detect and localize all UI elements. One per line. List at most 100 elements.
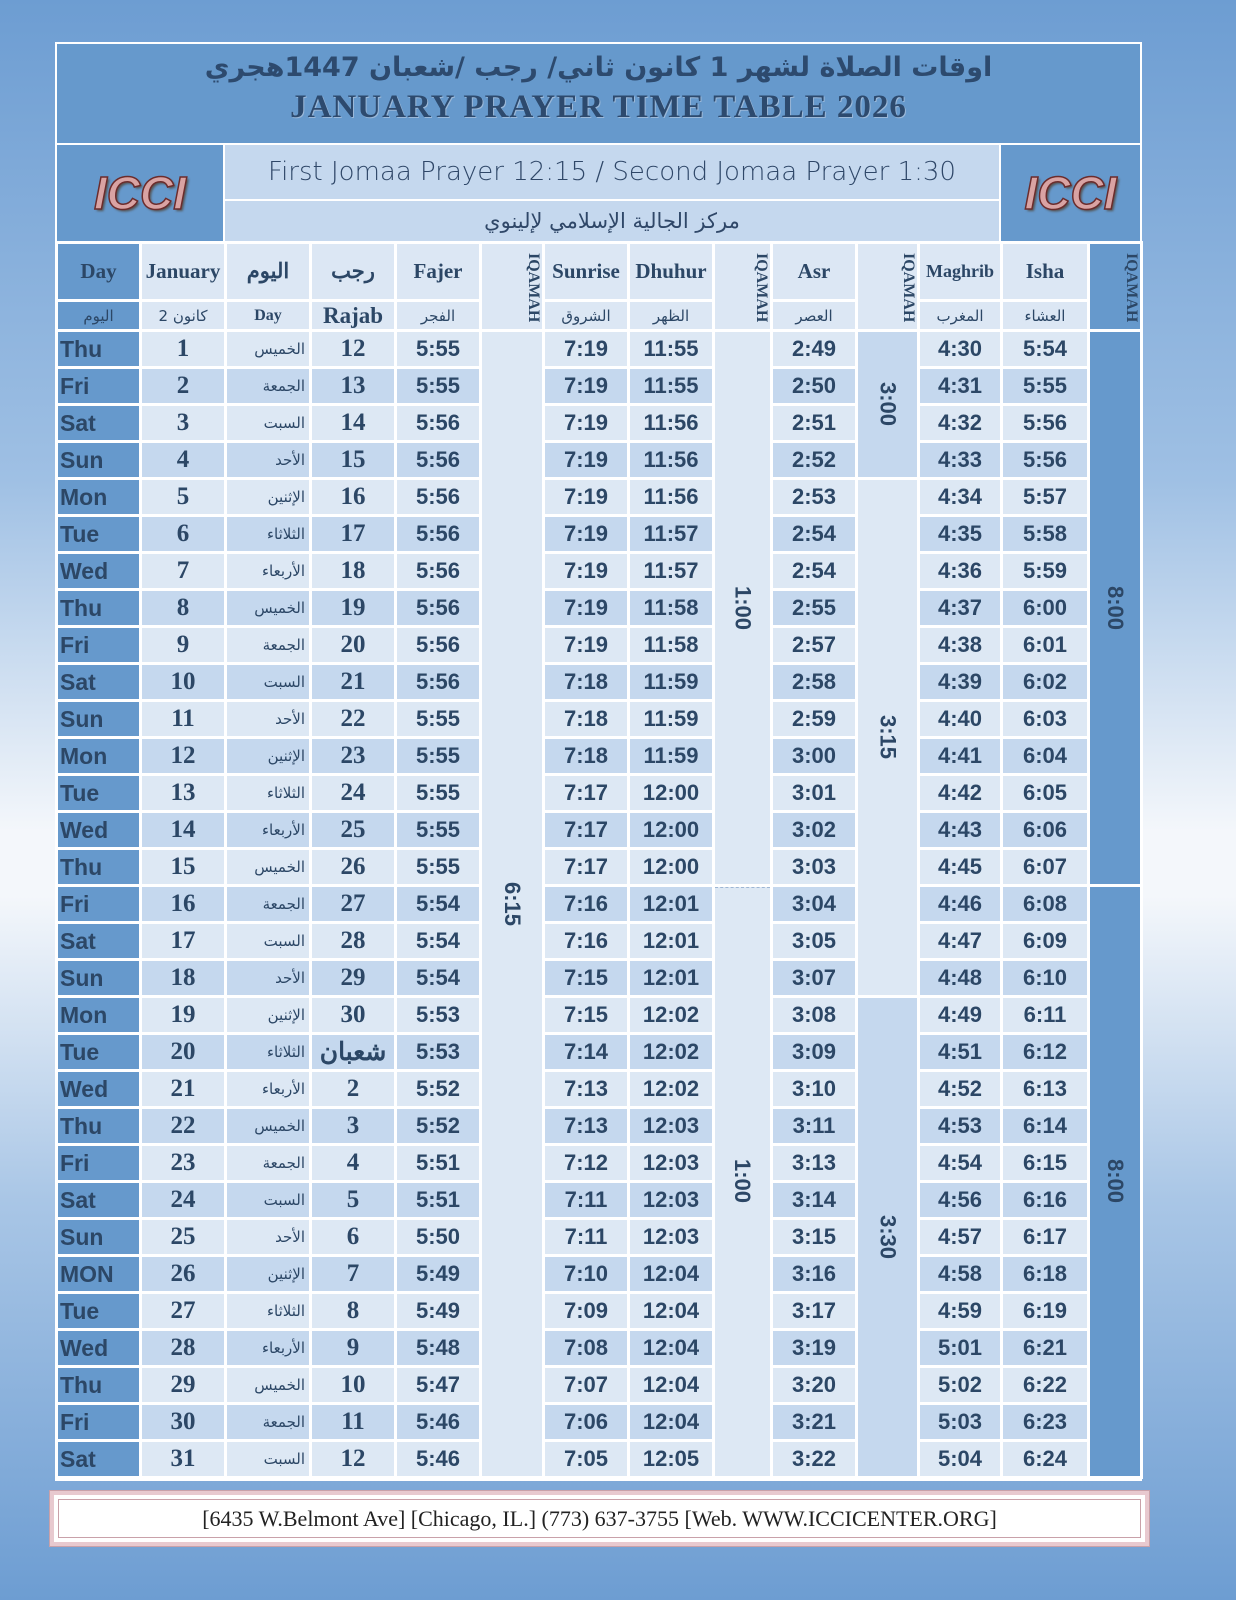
isha-cell: 6:16 xyxy=(1003,1183,1087,1217)
sunrise-cell: 7:19 xyxy=(545,369,627,403)
day-cell: MON xyxy=(58,1257,139,1291)
day-cell: Sun xyxy=(58,961,139,995)
sunrise-cell: 7:12 xyxy=(545,1146,627,1180)
maghrib-cell: 4:49 xyxy=(920,998,1000,1032)
sunrise-cell: 7:09 xyxy=(545,1294,627,1328)
asr-cell: 2:49 xyxy=(773,332,855,366)
sunrise-cell: 7:19 xyxy=(545,406,627,440)
asr-cell: 2:50 xyxy=(773,369,855,403)
footer-address: [6435 W.Belmont Ave] [Chicago, IL.] (773… xyxy=(49,1490,1150,1547)
january-date-cell: 4 xyxy=(142,443,224,477)
hijri-date-cell: 9 xyxy=(312,1331,394,1365)
january-date-cell: 27 xyxy=(142,1294,224,1328)
title-banner: اوقات الصلاة لشهر 1 كانون ثاني/ رجب /شعب… xyxy=(57,44,1140,143)
asr-cell: 3:04 xyxy=(773,887,855,921)
dhuhur-cell: 11:59 xyxy=(630,739,712,773)
col-fajer: Fajer xyxy=(397,244,479,299)
january-date-cell: 18 xyxy=(142,961,224,995)
dhuhur-cell: 12:01 xyxy=(630,961,712,995)
fajer-cell: 5:46 xyxy=(397,1405,479,1439)
fajer-cell: 5:52 xyxy=(397,1072,479,1106)
col-fajer-ar: الفجر xyxy=(397,302,479,329)
weekday-ar-cell: الإثنين xyxy=(227,739,309,773)
fajer-cell: 5:52 xyxy=(397,1109,479,1143)
hijri-date-cell: 20 xyxy=(312,628,394,662)
fajer-cell: 5:55 xyxy=(397,813,479,847)
january-date-cell: 14 xyxy=(142,813,224,847)
sunrise-cell: 7:15 xyxy=(545,998,627,1032)
isha-cell: 6:21 xyxy=(1003,1331,1087,1365)
fajer-cell: 5:51 xyxy=(397,1183,479,1217)
dhuhur-cell: 12:01 xyxy=(630,924,712,958)
table-row: Sun 25 الأحد 6 5:50 7:11 12:03 3:15 4:57 6:17 xyxy=(58,1220,1140,1254)
maghrib-cell: 4:41 xyxy=(920,739,1000,773)
asr-cell: 2:51 xyxy=(773,406,855,440)
table-row: Sat 10 السبت 21 5:56 7:18 11:59 2:58 4:39 6:02 xyxy=(58,665,1140,699)
table-row: Mon 19 الإثنين 30 5:53 7:15 12:02 3:08 3:30 4:49 6… xyxy=(58,998,1140,1476)
table-row: Tue 20 الثلاثاء شعبان 5:53 7:14 12:02 3:09 4:51 6… xyxy=(58,1035,1140,1069)
table-row: Tue 27 الثلاثاء 8 5:49 7:09 12:04 3:17 4:59 6:19 xyxy=(58,1294,1140,1328)
january-date-cell: 25 xyxy=(142,1220,224,1254)
day-cell: Thu xyxy=(58,1109,139,1143)
fajer-cell: 5:47 xyxy=(397,1368,479,1402)
table-row: Sun 18 الأحد 29 5:54 7:15 12:01 3:07 4:48 6:10 xyxy=(58,961,1140,995)
weekday-ar-cell: الخميس xyxy=(227,591,309,625)
fajer-cell: 5:54 xyxy=(397,924,479,958)
dhuhur-cell: 11:58 xyxy=(630,628,712,662)
january-date-cell: 6 xyxy=(142,517,224,551)
hijri-date-cell: 8 xyxy=(312,1294,394,1328)
day-cell: Wed xyxy=(58,554,139,588)
maghrib-cell: 4:53 xyxy=(920,1109,1000,1143)
january-date-cell: 22 xyxy=(142,1109,224,1143)
asr-cell: 2:55 xyxy=(773,591,855,625)
hijri-date-cell: 19 xyxy=(312,591,394,625)
day-cell: Sun xyxy=(58,702,139,736)
table-row: Fri 16 الجمعة 27 5:54 7:16 12:01 1:00 3:04 4:46 6:… xyxy=(58,887,1140,1476)
dhuhur-cell: 12:04 xyxy=(630,1294,712,1328)
sunrise-cell: 7:18 xyxy=(545,702,627,736)
isha-cell: 6:02 xyxy=(1003,665,1087,699)
isha-cell: 6:18 xyxy=(1003,1257,1087,1291)
sunrise-cell: 7:18 xyxy=(545,739,627,773)
january-date-cell: 13 xyxy=(142,776,224,810)
hijri-date-cell: 5 xyxy=(312,1183,394,1217)
january-date-cell: 16 xyxy=(142,887,224,921)
day-cell: Sun xyxy=(58,1220,139,1254)
col-iqamah-asr: IQAMAH xyxy=(858,244,917,329)
isha-cell: 6:01 xyxy=(1003,628,1087,662)
sunrise-cell: 7:19 xyxy=(545,554,627,588)
day-cell: Thu xyxy=(58,1368,139,1402)
weekday-ar-cell: الأحد xyxy=(227,443,309,477)
sunrise-cell: 7:16 xyxy=(545,887,627,921)
table-row: Fri 23 الجمعة 4 5:51 7:12 12:03 3:13 4:54 6:15 xyxy=(58,1146,1140,1180)
maghrib-cell: 4:32 xyxy=(920,406,1000,440)
weekday-ar-cell: الأحد xyxy=(227,702,309,736)
sunrise-cell: 7:17 xyxy=(545,776,627,810)
maghrib-cell: 5:02 xyxy=(920,1368,1000,1402)
asr-cell: 2:58 xyxy=(773,665,855,699)
day-cell: Fri xyxy=(58,628,139,662)
weekday-ar-cell: الإثنين xyxy=(227,480,309,514)
sunrise-cell: 7:15 xyxy=(545,961,627,995)
weekday-ar-cell: السبت xyxy=(227,924,309,958)
january-date-cell: 10 xyxy=(142,665,224,699)
hijri-date-cell: 17 xyxy=(312,517,394,551)
hijri-date-cell: 21 xyxy=(312,665,394,699)
day-cell: Fri xyxy=(58,1405,139,1439)
fajer-cell: 5:54 xyxy=(397,887,479,921)
maghrib-cell: 4:48 xyxy=(920,961,1000,995)
sunrise-cell: 7:19 xyxy=(545,480,627,514)
asr-cell: 3:10 xyxy=(773,1072,855,1106)
day-cell: Thu xyxy=(58,850,139,884)
iqamah-time: 8:00 xyxy=(1090,887,1140,1476)
col-maghrib-ar: المغرب xyxy=(920,302,1000,329)
hijri-date-cell: 6 xyxy=(312,1220,394,1254)
table-row: Thu 15 الخميس 26 5:55 7:17 12:00 3:03 4:45 6:07 xyxy=(58,850,1140,884)
day-cell: Sun xyxy=(58,443,139,477)
footer-text: [6435 W.Belmont Ave] [Chicago, IL.] (773… xyxy=(58,1499,1141,1538)
isha-cell: 6:03 xyxy=(1003,702,1087,736)
day-cell: Mon xyxy=(58,739,139,773)
hijri-date-cell: 27 xyxy=(312,887,394,921)
maghrib-cell: 4:59 xyxy=(920,1294,1000,1328)
hijri-date-cell: 29 xyxy=(312,961,394,995)
